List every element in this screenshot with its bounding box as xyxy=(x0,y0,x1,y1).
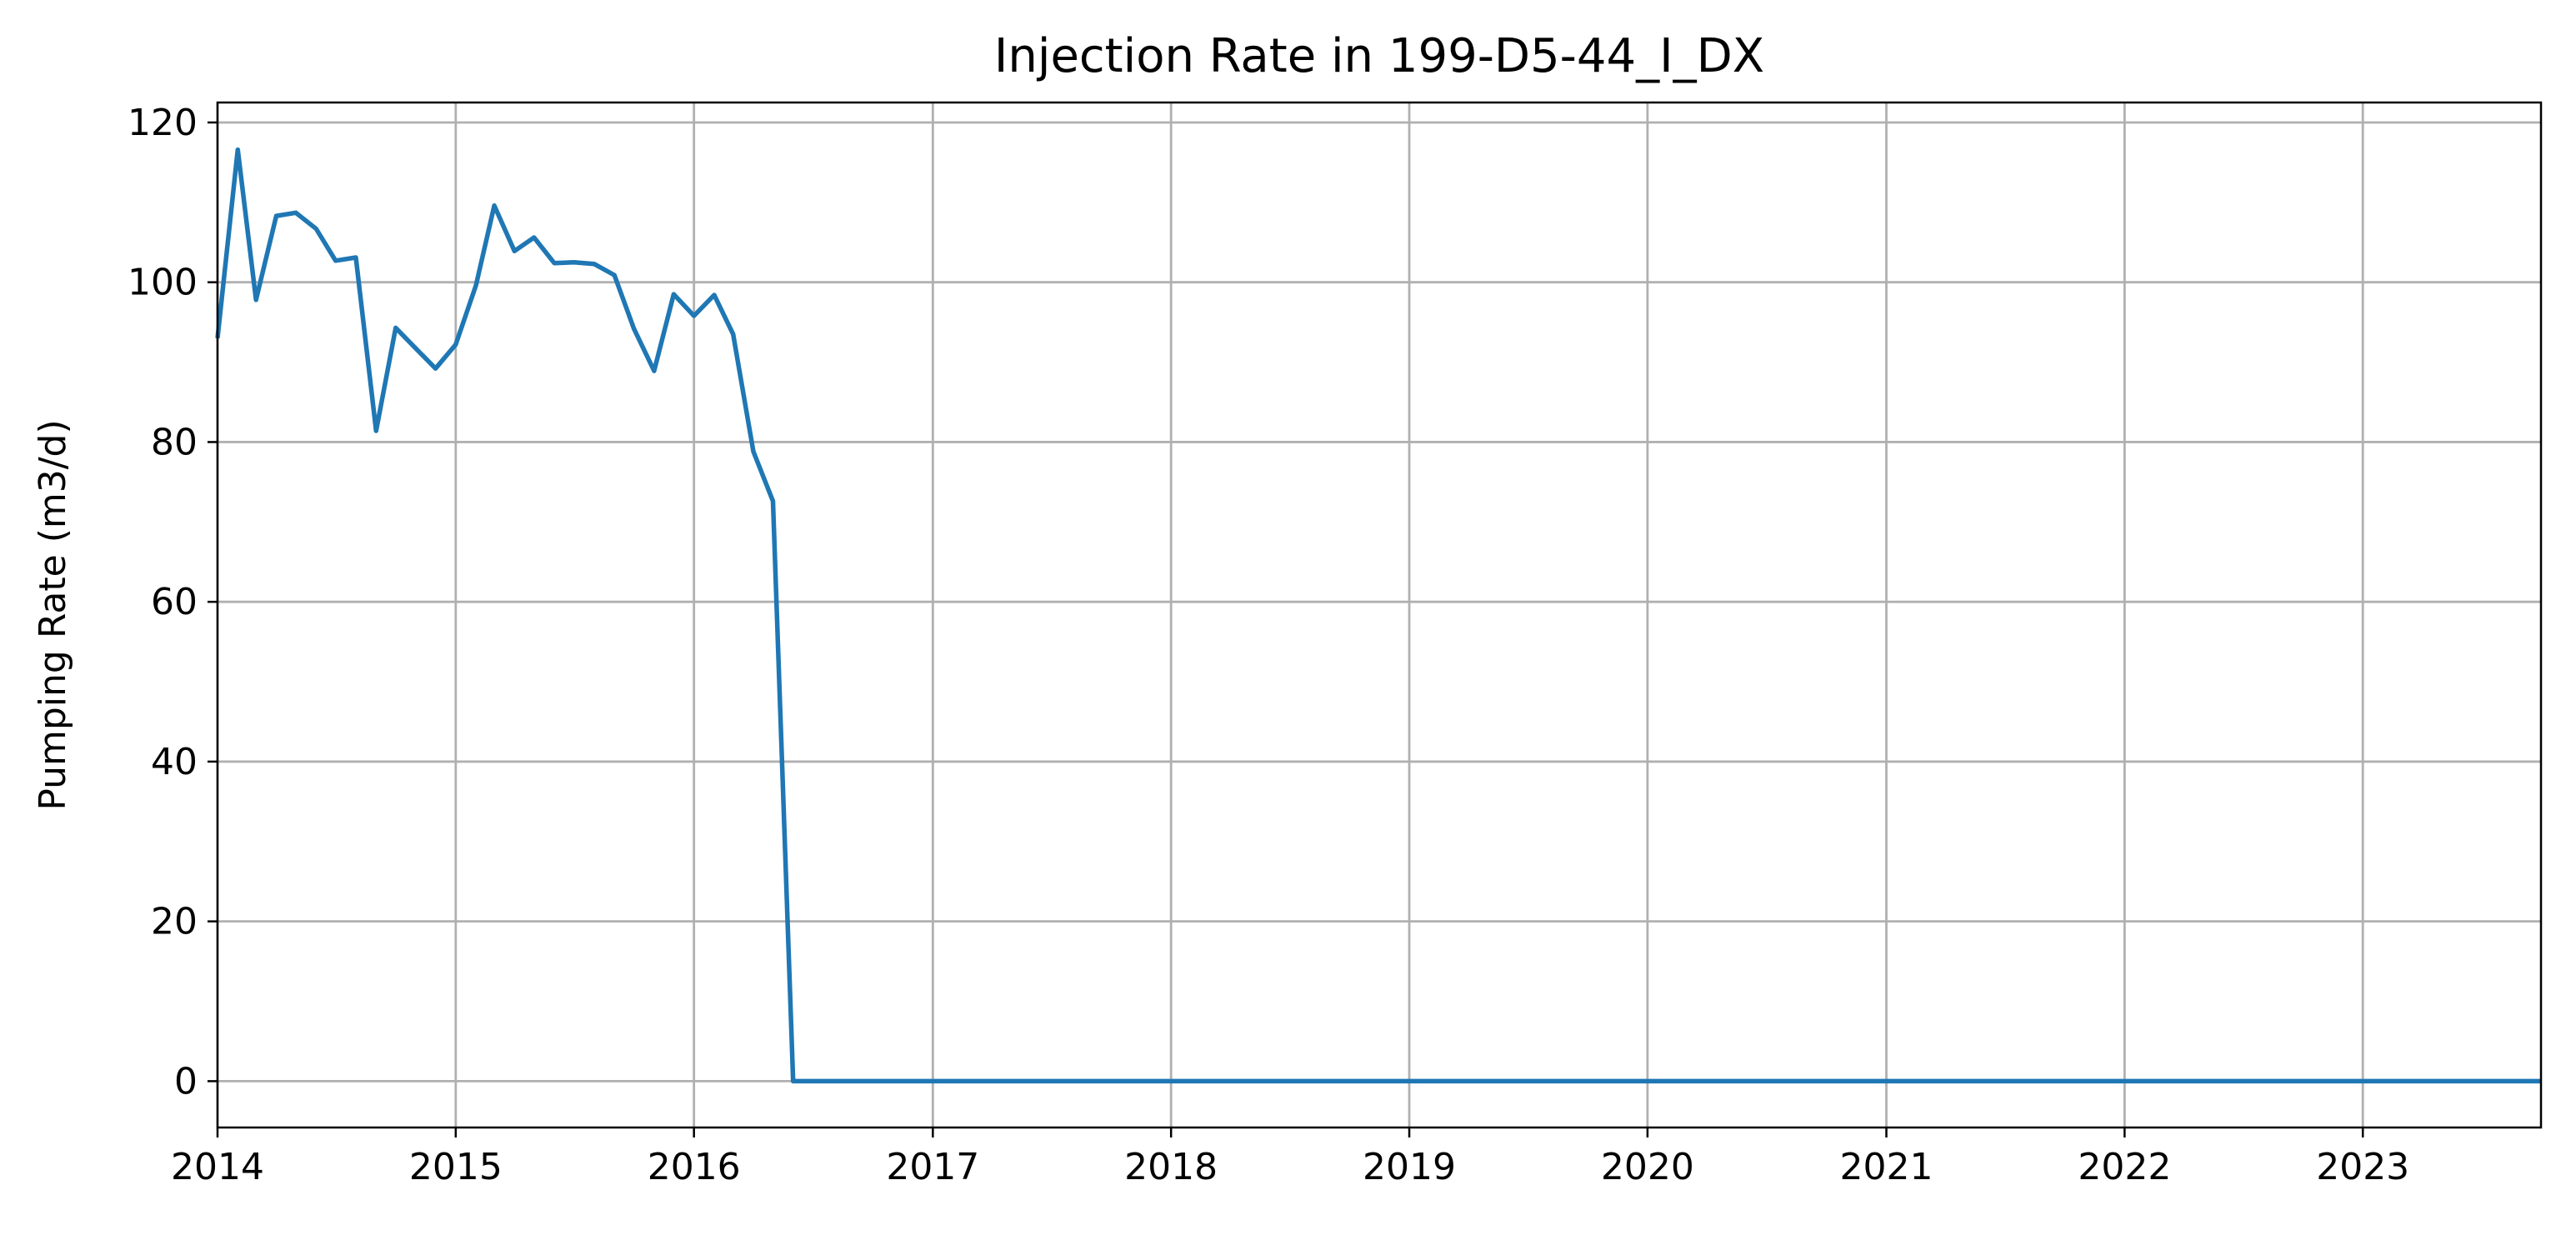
x-tick-label: 2020 xyxy=(1601,1146,1694,1188)
x-tick-label: 2019 xyxy=(1363,1146,1456,1188)
y-tick-label: 80 xyxy=(151,421,198,463)
y-tick-label: 0 xyxy=(174,1060,198,1102)
plot-area xyxy=(215,147,2541,1084)
y-tick-label: 20 xyxy=(151,901,198,943)
x-tick-label: 2021 xyxy=(1840,1146,1933,1188)
grid xyxy=(216,102,2541,1128)
plot-frame xyxy=(216,101,2543,1129)
y-tick-label: 100 xyxy=(128,262,198,304)
y-tick-label: 40 xyxy=(151,741,198,783)
y-tick-label: 60 xyxy=(151,581,198,623)
x-tick-label: 2022 xyxy=(2078,1146,2171,1188)
chart-title: Injection Rate in 199-D5-44_I_DX xyxy=(994,29,1764,83)
x-tick-label: 2018 xyxy=(1124,1146,1218,1188)
x-tick-label: 2014 xyxy=(171,1146,264,1188)
x-tick-label: 2016 xyxy=(648,1146,741,1188)
x-tick-label: 2017 xyxy=(886,1146,979,1188)
x-tick-label: 2015 xyxy=(409,1146,503,1188)
series-line-0 xyxy=(215,147,2541,1084)
x-tick-label: 2023 xyxy=(2316,1146,2409,1188)
axes: 2014 2015 2016 2017 2018 2019 2020 2021 2022 2023… xyxy=(128,102,2409,1188)
y-tick-label: 120 xyxy=(128,102,198,144)
y-axis-label: Pumping Rate (m3/d) xyxy=(32,419,74,810)
